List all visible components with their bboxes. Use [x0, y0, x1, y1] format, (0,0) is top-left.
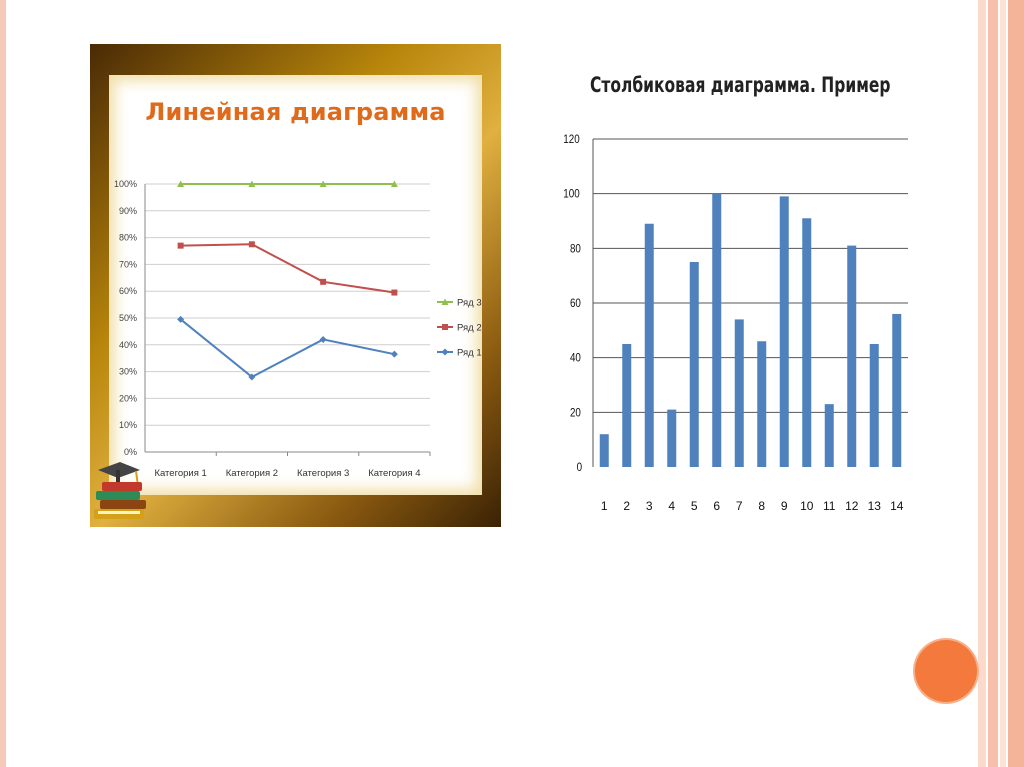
- line-chart-point: [248, 373, 256, 381]
- bar-chart-x-tick-label: 7: [736, 499, 743, 513]
- line-chart-y-tick-label: 40%: [119, 340, 137, 350]
- books-icon: [94, 462, 146, 519]
- slide-right-stripe: [1008, 0, 1024, 767]
- bar-chart-bar: [734, 319, 744, 467]
- line-chart-legend-label: Ряд 3: [457, 298, 482, 309]
- line-chart-x-tick-label: Категория 4: [368, 468, 420, 479]
- slide-right-stripe: [988, 0, 998, 767]
- line-chart-x-tick-label: Категория 3: [297, 468, 349, 479]
- slide-right-stripe: [978, 0, 986, 767]
- line-chart-legend-marker: [441, 348, 449, 356]
- bar-chart-y-tick-label: 80: [570, 242, 581, 255]
- bar-chart-bar: [802, 218, 812, 467]
- line-chart-x-tick-label: Категория 1: [154, 468, 206, 479]
- bar-chart-bar: [599, 434, 609, 467]
- bar-chart-bar: [869, 344, 879, 467]
- bar-chart-bar: [667, 409, 677, 467]
- bar-chart-x-tick-label: 13: [868, 499, 882, 513]
- line-chart-y-tick-label: 90%: [119, 206, 137, 216]
- bar-chart-y-tick-label: 60: [570, 297, 581, 310]
- line-chart-y-tick-label: 60%: [119, 286, 137, 296]
- line-chart-series-line: [179, 318, 395, 379]
- bar-chart-x-tick-label: 3: [646, 499, 653, 513]
- line-chart-y-tick-label: 80%: [119, 233, 137, 243]
- line-chart-legend-label: Ряд 1: [457, 348, 482, 359]
- line-chart-y-tick-label: 0%: [124, 447, 137, 457]
- line-chart-y-tick-label: 30%: [119, 367, 137, 377]
- bar-chart-x-tick-label: 2: [623, 499, 630, 513]
- line-chart-point: [177, 242, 184, 249]
- bar-chart-x-tick-label: 11: [823, 499, 836, 513]
- line-chart-point: [248, 180, 256, 187]
- line-chart-point: [248, 241, 255, 248]
- line-chart-legend-label: Ряд 2: [457, 323, 482, 334]
- bar-chart-title: Столбиковая диаграмма. Пример: [590, 73, 891, 97]
- bar-chart-bar: [644, 223, 654, 467]
- line-chart-legend-marker: [442, 324, 448, 330]
- bar-chart-bar: [779, 196, 789, 467]
- bar-chart-bar: [712, 193, 722, 467]
- decorative-circle: [915, 640, 977, 702]
- bar-chart-x-tick-label: 10: [800, 499, 814, 513]
- line-chart-point: [390, 350, 398, 358]
- bar-chart-bar: [622, 344, 632, 467]
- bar-chart-x-tick-label: 4: [668, 499, 675, 513]
- line-chart-y-tick-label: 50%: [119, 313, 137, 323]
- line-chart-point: [319, 335, 327, 343]
- bar-chart-bar: [757, 341, 767, 467]
- bar-chart-x-tick-label: 12: [845, 499, 859, 513]
- bar-chart-x-tick-label: 14: [890, 499, 904, 513]
- line-chart-y-tick-label: 10%: [119, 420, 137, 430]
- line-chart-point: [177, 180, 185, 187]
- bar-chart-x-tick-label: 1: [601, 499, 608, 513]
- line-chart-y-tick-label: 20%: [119, 393, 137, 403]
- line-chart-y-tick-label: 70%: [119, 259, 137, 269]
- bar-chart-y-tick-label: 40: [570, 352, 581, 365]
- line-chart-point: [177, 315, 185, 323]
- bar-chart-bar: [847, 245, 857, 467]
- bar-chart-bar: [824, 404, 834, 467]
- bar-chart-y-tick-label: 120: [563, 133, 579, 146]
- slide-right-stripe: [1000, 0, 1006, 767]
- bar-chart-x-tick-label: 6: [713, 499, 720, 513]
- line-chart-point: [320, 278, 327, 285]
- line-chart-point: [319, 180, 327, 187]
- bar-chart-x-tick-label: 5: [691, 499, 698, 513]
- bar-chart-bar: [892, 313, 902, 467]
- bar-chart-y-tick-label: 0: [577, 461, 582, 474]
- line-chart-title: Линейная диаграмма: [145, 98, 446, 126]
- line-chart-legend-marker: [441, 298, 449, 305]
- line-chart-point: [390, 180, 398, 187]
- bar-chart-y-tick-label: 100: [563, 188, 579, 201]
- slide-left-border: [0, 0, 6, 767]
- line-chart-x-tick-label: Категория 2: [226, 468, 278, 479]
- line-chart-y-tick-label: 100%: [114, 179, 137, 189]
- bar-chart-x-tick-label: 8: [758, 499, 765, 513]
- line-chart: 0% 10% 20% 30% 40% 50% 60% 70% 80% 90% 100% Категор…: [114, 179, 482, 479]
- line-chart-point: [391, 289, 398, 296]
- bar-chart-bar: [689, 262, 699, 467]
- line-chart-series-line: [180, 243, 395, 294]
- bar-chart-x-tick-label: 9: [781, 499, 788, 513]
- bar-chart-y-tick-label: 20: [570, 406, 581, 419]
